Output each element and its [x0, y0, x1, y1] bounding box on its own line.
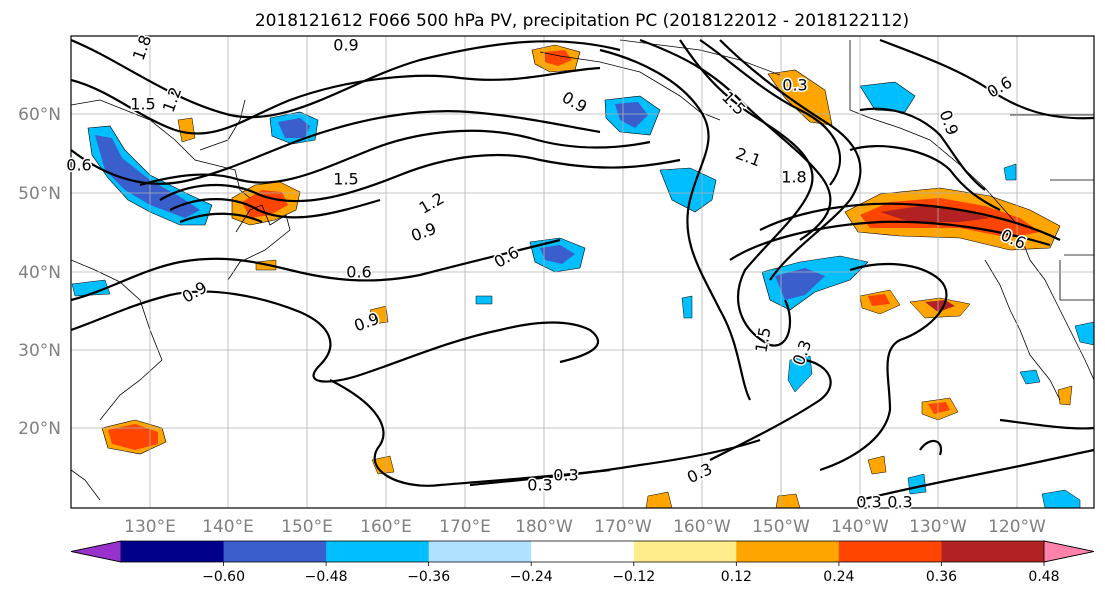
negative-anomaly-patch [1019, 369, 1041, 385]
positive-anomaly-patch [775, 493, 801, 508]
longitude-tick-label: 140°E [202, 517, 254, 537]
longitude-tick-label: 160°W [673, 517, 731, 537]
positive-anomaly-patch [369, 305, 389, 325]
longitude-tick-label: 170°W [594, 517, 652, 537]
colorbar-bin [838, 541, 942, 562]
positive-anomaly-core [925, 300, 955, 312]
colorbar-tick-label: 0.24 [823, 569, 854, 585]
colorbar-tick-label: −0.36 [407, 569, 450, 585]
longitude-tick-label: 170°E [439, 517, 491, 537]
colorbar-bin [736, 541, 840, 562]
positive-anomaly-patch [177, 117, 196, 143]
pv-contours [71, 38, 1094, 502]
negative-anomaly-patch [787, 355, 813, 393]
longitude-tick-label: 160°E [360, 517, 412, 537]
contour-label: 1.5 [130, 95, 155, 114]
negative-anomaly-core [95, 135, 200, 218]
contour-label: 1.5 [333, 170, 358, 189]
negative-anomaly-core [775, 268, 825, 300]
latitude-tick-label: 50°N [18, 184, 61, 204]
precipitation-shading [71, 44, 1094, 508]
longitude-axis: 130°E 140°E 150°E 160°E 170°E 180°W 170°W 160°W… [124, 517, 1046, 537]
colorbar-bin [428, 541, 532, 562]
negative-anomaly-core [278, 118, 310, 138]
negative-anomaly-patch [1074, 321, 1094, 346]
colorbar-tick-label: 0.12 [721, 569, 752, 585]
map-frame [70, 35, 1095, 509]
contour-label: 0.6 [346, 263, 371, 282]
longitude-tick-label: 150°W [752, 517, 810, 537]
negative-anomaly-core [540, 245, 575, 264]
latitude-tick-label: 40°N [18, 263, 61, 283]
contour-label: 0.3 [553, 466, 578, 485]
colorbar-tick-label: −0.12 [612, 569, 655, 585]
colorbar: −0.60 −0.48 −0.36 −0.24 −0.12 0.12 0.24 0.36 0.4… [70, 540, 1095, 585]
positive-anomaly-core [868, 294, 890, 306]
contour-label: 0.3 [782, 76, 807, 95]
contour-label: 0.3 [527, 476, 552, 495]
colorbar-outline [70, 540, 1095, 563]
longitude-tick-label: 120°W [988, 517, 1046, 537]
colorbar-bin [326, 541, 430, 562]
positive-anomaly-patch [767, 69, 833, 126]
longitude-tick-label: 150°E [281, 517, 333, 537]
positive-anomaly-core [928, 402, 950, 414]
contour-label: 1.8 [781, 168, 806, 187]
negative-anomaly-patch [1041, 489, 1081, 508]
latitude-tick-label: 60°N [18, 105, 61, 125]
positive-anomaly-core [108, 424, 158, 450]
colorbar-tick-label: −0.48 [305, 569, 348, 585]
contour-label: 0.3 [887, 493, 912, 512]
latitude-tick-label: 30°N [18, 341, 61, 361]
colorbar-bin [223, 541, 327, 562]
longitude-tick-label: 130°E [124, 517, 176, 537]
colorbar-tick-label: −0.24 [510, 569, 553, 585]
contour-label: 0.6 [66, 156, 91, 175]
positive-anomaly-patch [645, 491, 673, 508]
colorbar-bin [633, 541, 737, 562]
map-panel [71, 36, 1094, 508]
positive-anomaly-patch [371, 455, 395, 475]
longitude-tick-label: 130°W [909, 517, 967, 537]
positive-anomaly-core [242, 190, 288, 218]
negative-anomaly-patch [1003, 163, 1017, 181]
colorbar-bin [941, 541, 1045, 562]
contour-label: 0.9 [333, 36, 358, 55]
negative-anomaly-patch [475, 295, 493, 305]
positive-anomaly-patch [71, 279, 111, 297]
colorbar-tick-label: −0.60 [202, 569, 245, 585]
contour-label: 0.3 [856, 493, 881, 512]
negative-anomaly-patch [681, 295, 693, 319]
colorbar-tick-label: 0.36 [926, 569, 957, 585]
positive-anomaly-patch [867, 455, 887, 475]
negative-anomaly-patch [859, 81, 916, 113]
colorbar-bin [531, 541, 635, 562]
longitude-tick-label: 140°W [831, 517, 889, 537]
latitude-axis: 20°N 30°N 40°N 50°N 60°N [18, 105, 61, 439]
latitude-tick-label: 20°N [18, 419, 61, 439]
chart-title: 2018121612 F066 500 hPa PV, precipitatio… [255, 11, 909, 31]
colorbar-bin [121, 541, 225, 562]
colorbar-extend-low [70, 540, 122, 563]
colorbar-extend-high [1043, 540, 1095, 563]
colorbar-tick-label: 0.48 [1028, 569, 1059, 585]
positive-anomaly-max [880, 206, 990, 222]
longitude-tick-label: 180°W [515, 517, 573, 537]
